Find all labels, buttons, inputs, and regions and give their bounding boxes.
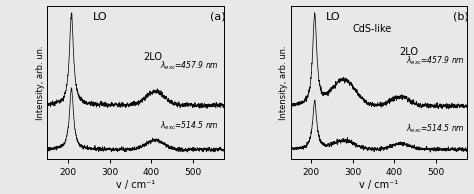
Text: 2LO: 2LO bbox=[399, 47, 418, 57]
Text: $\lambda_{exc}$=457.9 nm: $\lambda_{exc}$=457.9 nm bbox=[160, 60, 219, 72]
Y-axis label: Intensity, arb. un.: Intensity, arb. un. bbox=[36, 45, 45, 120]
Text: 2LO: 2LO bbox=[144, 52, 163, 62]
Text: (b): (b) bbox=[453, 12, 468, 22]
Text: LO: LO bbox=[93, 12, 108, 22]
Text: $\lambda_{exc}$=457.9 nm: $\lambda_{exc}$=457.9 nm bbox=[406, 55, 465, 67]
X-axis label: v / cm⁻¹: v / cm⁻¹ bbox=[116, 180, 155, 190]
Text: $\lambda_{exc}$=514.5 nm: $\lambda_{exc}$=514.5 nm bbox=[406, 122, 465, 135]
Text: CdS-like: CdS-like bbox=[352, 24, 392, 34]
X-axis label: v / cm⁻¹: v / cm⁻¹ bbox=[359, 180, 398, 190]
Text: (a): (a) bbox=[210, 12, 225, 22]
Text: LO: LO bbox=[326, 12, 340, 22]
Text: $\lambda_{exc}$=514.5 nm: $\lambda_{exc}$=514.5 nm bbox=[160, 119, 219, 132]
Y-axis label: Intensity, arb. un.: Intensity, arb. un. bbox=[279, 45, 288, 120]
